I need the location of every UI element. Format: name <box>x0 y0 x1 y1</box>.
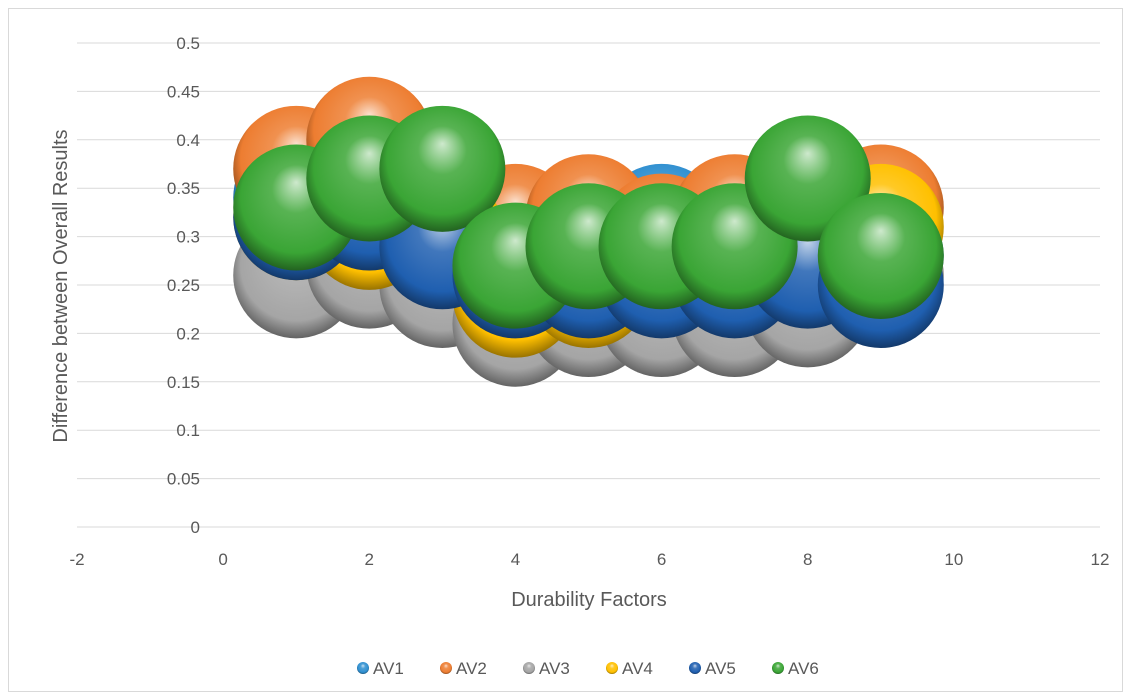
legend-item-av5: AV5 <box>689 659 736 678</box>
legend-item-av2: AV2 <box>440 659 487 678</box>
legend: AV1 AV2 AV3 AV4 AV5 AV6 <box>357 659 819 678</box>
bubble-point <box>379 105 506 232</box>
y-tick-label: 0.25 <box>167 276 200 295</box>
bubble-point <box>817 192 944 319</box>
legend-marker <box>689 662 701 674</box>
x-tick-label: 12 <box>1091 550 1110 569</box>
legend-marker <box>772 662 784 674</box>
y-tick-label: 0 <box>191 518 200 537</box>
legend-label: AV6 <box>788 659 819 678</box>
y-tick-label: 0.1 <box>176 421 200 440</box>
x-tick-label: 6 <box>657 550 666 569</box>
x-tick-label: 0 <box>218 550 227 569</box>
legend-marker <box>440 662 452 674</box>
legend-label: AV2 <box>456 659 487 678</box>
legend-marker <box>606 662 618 674</box>
x-axis-ticks: -2 0 2 4 6 8 10 12 <box>69 550 1109 569</box>
legend-marker <box>357 662 369 674</box>
y-axis-title: Difference between Overall Results <box>50 129 72 442</box>
x-axis-title: Durability Factors <box>511 589 667 611</box>
legend-item-av4: AV4 <box>606 659 653 678</box>
legend-item-av6: AV6 <box>772 659 819 678</box>
y-axis-ticks: 0 0.05 0.1 0.15 0.2 0.25 0.3 0.35 0.4 0.45 0.5 <box>167 34 200 537</box>
y-tick-label: 0.35 <box>167 179 200 198</box>
legend-label: AV1 <box>373 659 404 678</box>
y-tick-label: 0.5 <box>176 34 200 53</box>
legend-item-av1: AV1 <box>357 659 404 678</box>
x-tick-label: 8 <box>803 550 812 569</box>
y-tick-label: 0.15 <box>167 373 200 392</box>
legend-label: AV5 <box>705 659 736 678</box>
legend-item-av3: AV3 <box>523 659 570 678</box>
legend-label: AV3 <box>539 659 570 678</box>
series-av6 <box>233 105 944 329</box>
x-tick-label: -2 <box>69 550 84 569</box>
x-tick-label: 4 <box>511 550 520 569</box>
y-tick-label: 0.4 <box>176 131 200 150</box>
y-tick-label: 0.3 <box>176 228 200 247</box>
y-tick-label: 0.45 <box>167 82 200 101</box>
legend-label: AV4 <box>622 659 653 678</box>
y-tick-label: 0.05 <box>167 470 200 489</box>
x-tick-label: 2 <box>365 550 374 569</box>
y-tick-label: 0.2 <box>176 324 200 343</box>
x-tick-label: 10 <box>944 550 963 569</box>
bubbles <box>233 76 944 387</box>
legend-marker <box>523 662 535 674</box>
